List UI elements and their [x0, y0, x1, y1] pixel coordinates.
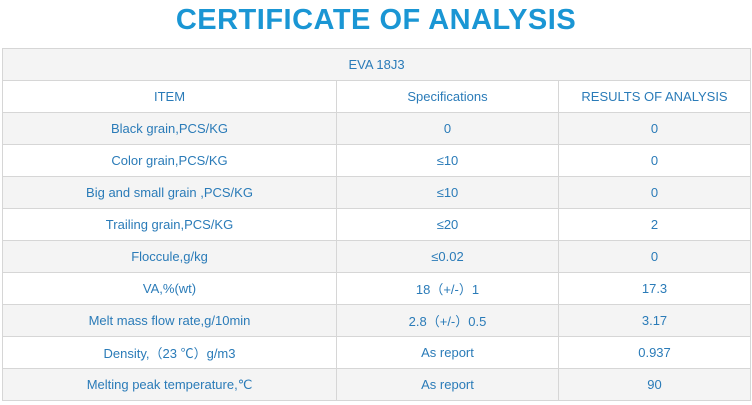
table-row: Big and small grain ,PCS/KG ≤10 0 — [2, 176, 752, 209]
row-spec: 0 — [336, 112, 559, 145]
page-title: CERTIFICATE OF ANALYSIS — [175, 4, 577, 36]
row-spec: ≤20 — [336, 208, 559, 241]
table-row: Trailing grain,PCS/KG ≤20 2 — [2, 208, 752, 241]
table-row: Density,（23 ℃）g/m3 As report 0.937 — [2, 336, 752, 369]
header-results: RESULTS OF ANALYSIS — [557, 80, 752, 113]
row-item: Melting peak temperature,℃ — [2, 368, 337, 401]
table-row: Melting peak temperature,℃ As report 90 — [2, 368, 752, 401]
row-item: Trailing grain,PCS/KG — [2, 208, 337, 241]
table-row: Melt mass flow rate,g/10min 2.8（+/-）0.5 … — [2, 304, 752, 337]
header-row: ITEM Specifications RESULTS OF ANALYSIS — [2, 80, 752, 113]
product-name: EVA 18J3 — [1, 48, 752, 81]
row-result: 0 — [557, 144, 752, 177]
row-spec: ≤10 — [336, 176, 559, 209]
row-result: 0 — [557, 240, 752, 273]
row-spec: 18（+/-）1 — [336, 272, 559, 305]
row-item: Melt mass flow rate,g/10min — [2, 304, 337, 337]
row-item: Density,（23 ℃）g/m3 — [2, 336, 337, 369]
product-row: EVA 18J3 — [1, 48, 752, 81]
row-item: Color grain,PCS/KG — [2, 144, 337, 177]
header-item: ITEM — [2, 80, 337, 113]
row-item: Big and small grain ,PCS/KG — [2, 176, 337, 209]
row-result: 3.17 — [557, 304, 752, 337]
row-item: Black grain,PCS/KG — [2, 112, 337, 145]
analysis-table: EVA 18J3 ITEM Specifications RESULTS OF … — [1, 48, 752, 401]
row-spec: 2.8（+/-）0.5 — [336, 304, 559, 337]
row-spec: ≤10 — [336, 144, 559, 177]
row-result: 90 — [557, 368, 752, 401]
row-spec: As report — [336, 368, 559, 401]
row-spec: ≤0.02 — [336, 240, 559, 273]
table-row: VA,%(wt) 18（+/-）1 17.3 — [2, 272, 752, 305]
row-item: Floccule,g/kg — [2, 240, 337, 273]
row-result: 17.3 — [557, 272, 752, 305]
row-item: VA,%(wt) — [2, 272, 337, 305]
row-result: 0 — [557, 112, 752, 145]
row-result: 0 — [557, 176, 752, 209]
row-result: 0.937 — [557, 336, 752, 369]
header-specifications: Specifications — [336, 80, 559, 113]
table-row: Color grain,PCS/KG ≤10 0 — [2, 144, 752, 177]
table-row: Black grain,PCS/KG 0 0 — [2, 112, 752, 145]
row-result: 2 — [557, 208, 752, 241]
table-row: Floccule,g/kg ≤0.02 0 — [2, 240, 752, 273]
row-spec: As report — [336, 336, 559, 369]
